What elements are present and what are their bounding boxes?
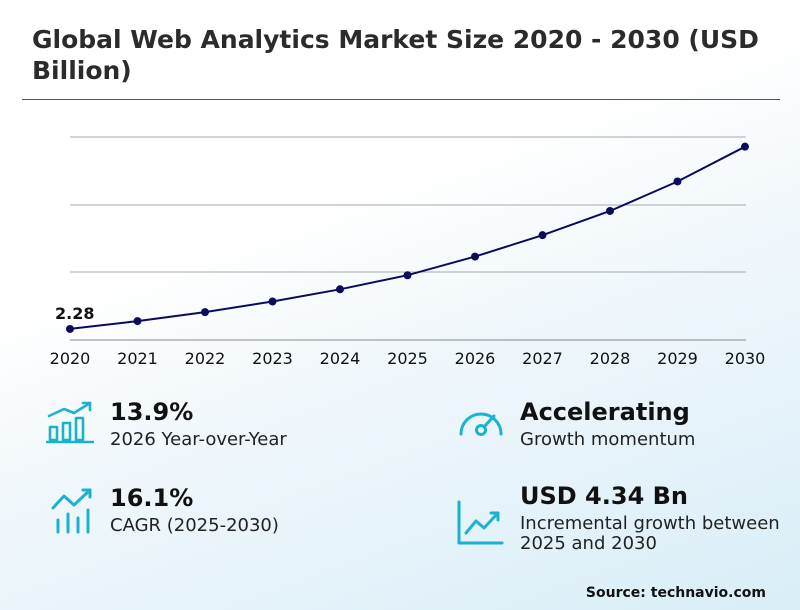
- stat-cagr: 16.1% CAGR (2025-2030): [110, 484, 410, 536]
- stat-cagr-desc: CAGR (2025-2030): [110, 515, 279, 536]
- stat-incremental-desc: Incremental growth between 2025 and 2030: [520, 513, 780, 554]
- trend-bars-icon: [51, 488, 92, 534]
- x-tick-label: 2024: [320, 349, 361, 368]
- x-tick-label: 2022: [185, 349, 226, 368]
- data-point: [538, 231, 547, 240]
- data-point: [606, 206, 614, 215]
- chart-title: Global Web Analytics Market Size 2020 - …: [32, 25, 759, 85]
- stat-cagr-value: 16.1%: [110, 484, 194, 512]
- data-point: [471, 252, 479, 261]
- x-tick-label: 2025: [387, 349, 428, 368]
- x-tick-label: 2027: [522, 349, 563, 368]
- line-chart: 2020 2021 2022 2023 2024 2025 2026 2027 2028 2029…: [50, 136, 766, 368]
- stat-momentum: Accelerating Growth momentum: [520, 398, 780, 450]
- stat-incremental: USD 4.34 Bn Incremental growth between 2…: [520, 482, 790, 554]
- x-tick-label: 2029: [657, 349, 698, 368]
- x-tick-label: 2021: [117, 349, 158, 368]
- data-point: [403, 271, 412, 280]
- stat-yoy-value: 13.9%: [110, 398, 194, 426]
- data-point: [336, 285, 344, 294]
- data-label: 2.28: [55, 304, 94, 323]
- stat-momentum-value: Accelerating: [520, 398, 690, 426]
- data-point: [741, 142, 749, 151]
- data-point: [673, 177, 682, 186]
- x-tick-label: 2028: [590, 349, 631, 368]
- bar-chart-growth-icon: [46, 401, 94, 444]
- source-note: Source: technavio.com: [585, 585, 766, 601]
- stat-yoy: 13.9% 2026 Year-over-Year: [110, 398, 410, 450]
- stat-incremental-value: USD 4.34 Bn: [520, 482, 688, 510]
- line-chart-icon: [457, 500, 504, 545]
- x-tick-label: 2030: [725, 349, 766, 368]
- data-point: [133, 317, 142, 326]
- series-line: [69, 145, 746, 330]
- x-tick-label: 2026: [455, 349, 496, 368]
- data-point: [201, 308, 209, 317]
- stat-momentum-desc: Growth momentum: [520, 429, 696, 450]
- speedometer-icon: [459, 412, 503, 436]
- data-point: [268, 297, 277, 306]
- x-tick-label: 2020: [50, 349, 91, 368]
- x-tick-label: 2023: [252, 349, 293, 368]
- stat-yoy-desc: 2026 Year-over-Year: [110, 429, 287, 450]
- title-divider: [22, 99, 780, 100]
- data-point: [66, 324, 74, 333]
